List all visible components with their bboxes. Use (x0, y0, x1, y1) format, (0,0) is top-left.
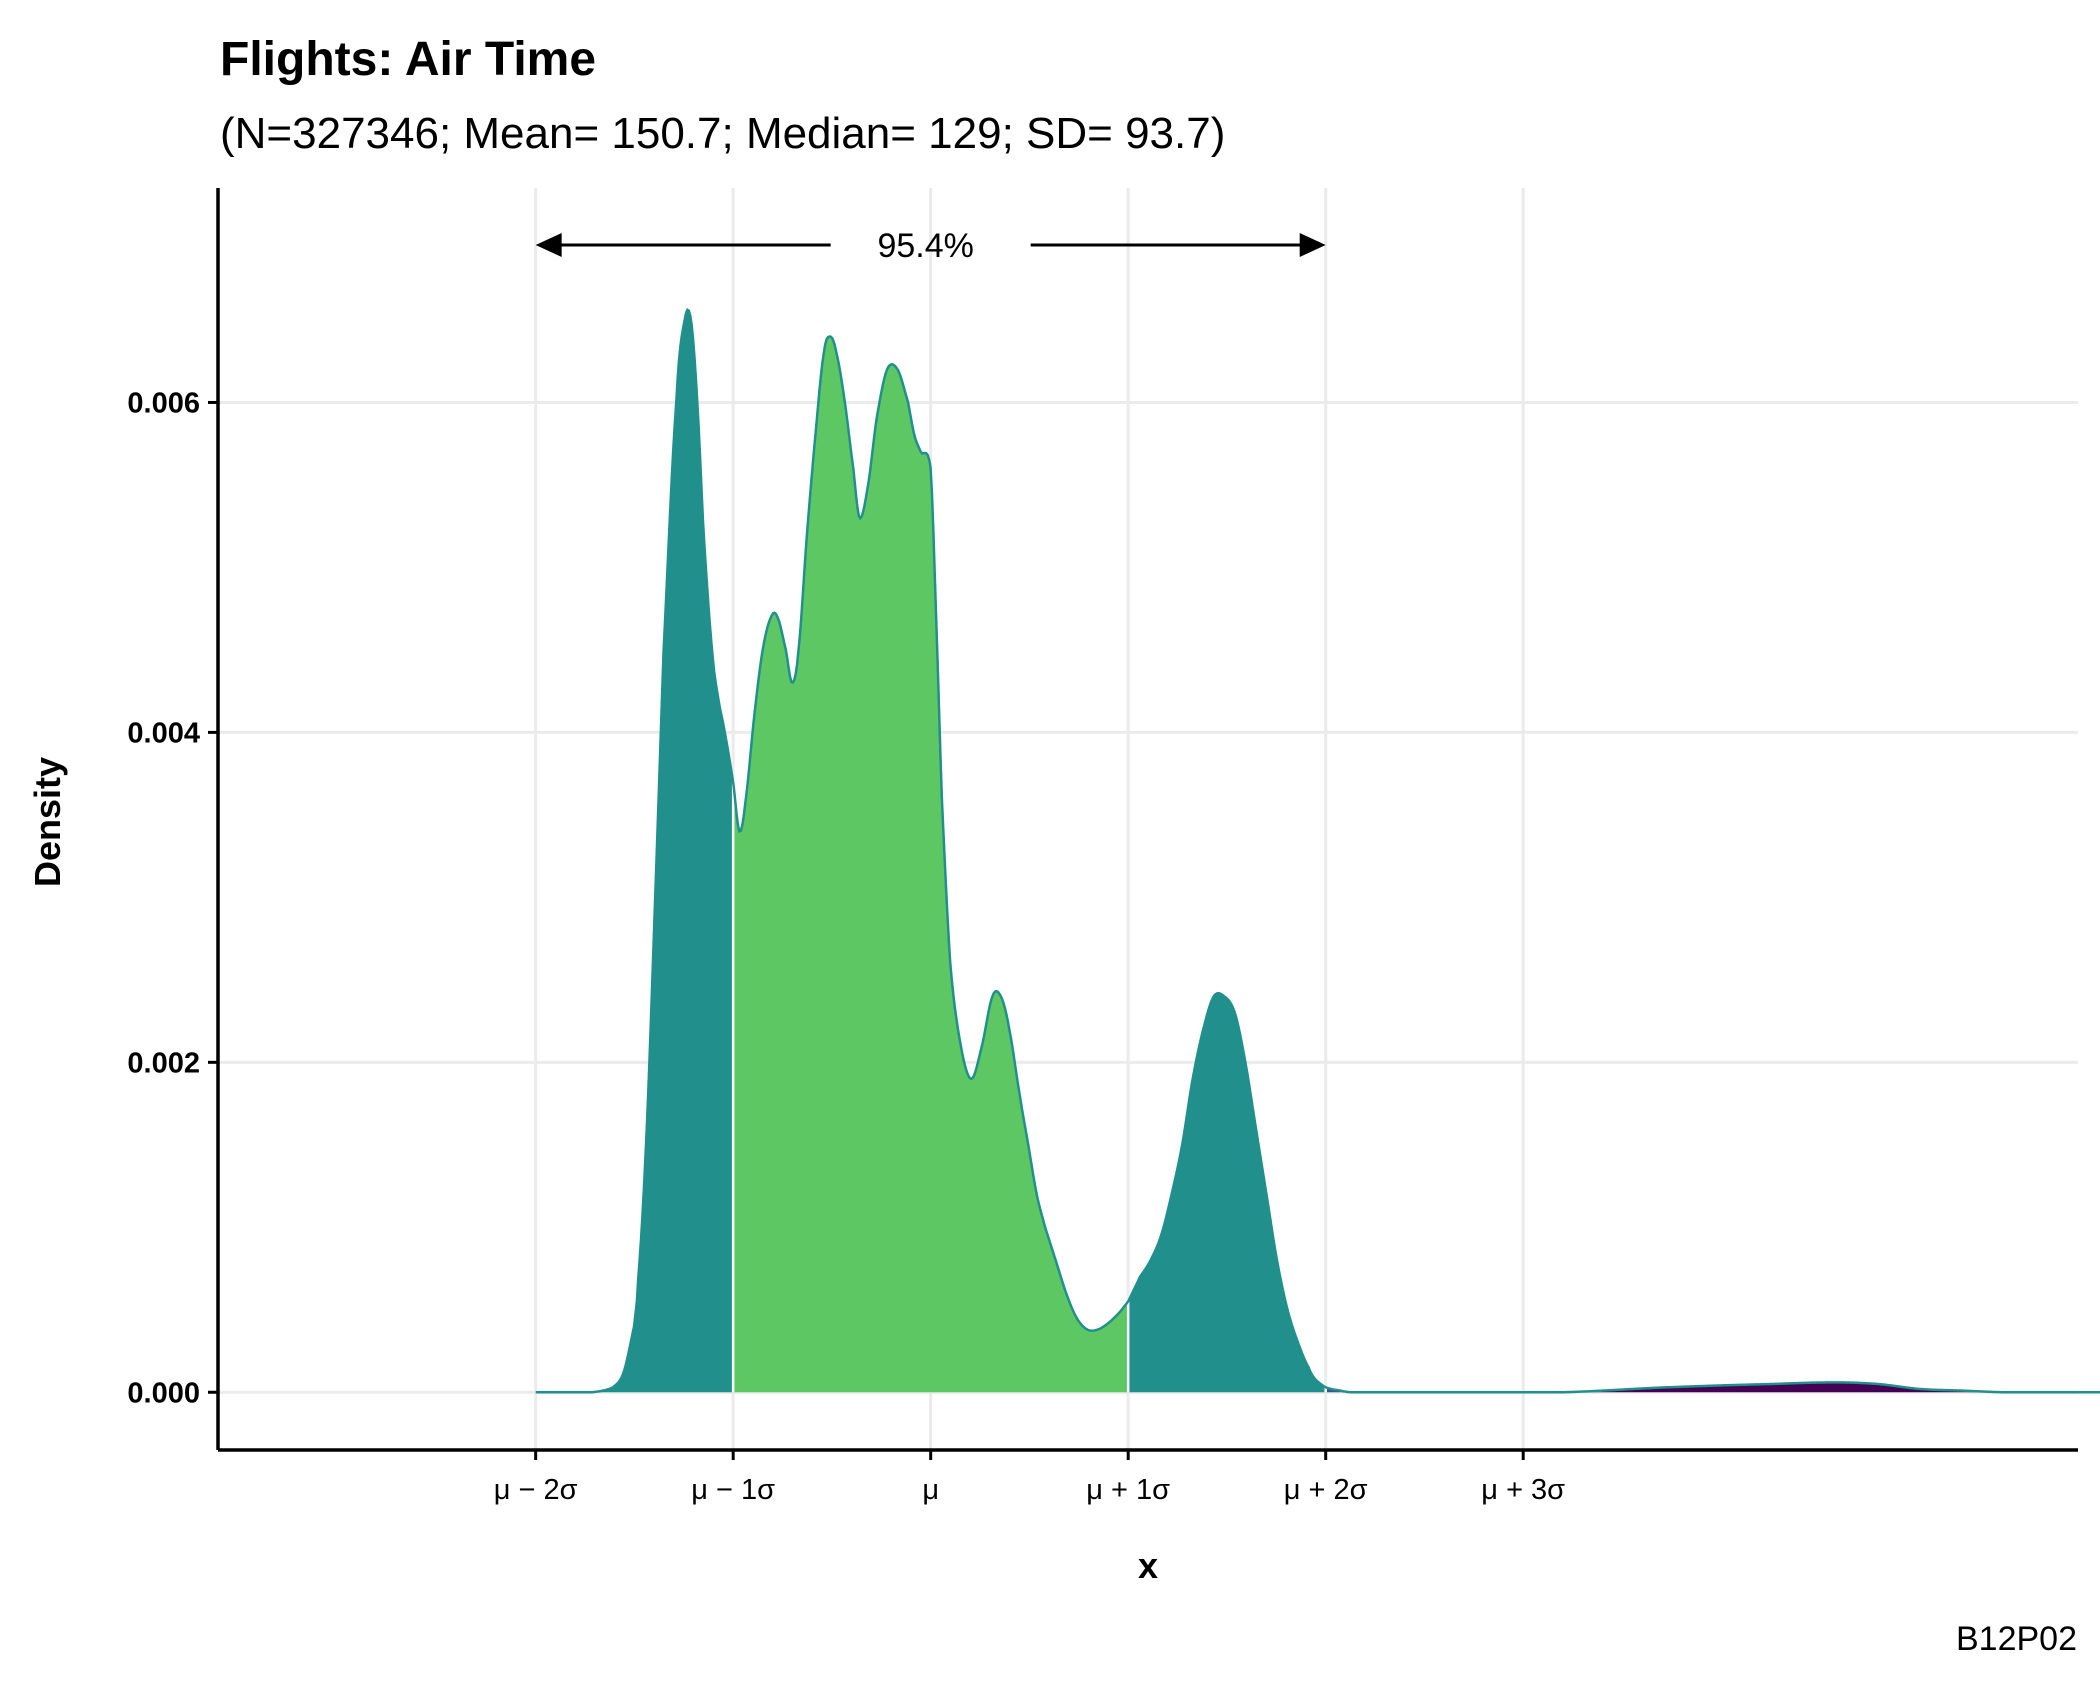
density-area-layer (535, 309, 2100, 1393)
x-tick-label: μ (922, 1474, 939, 1506)
chart-caption: B12P02 (1956, 1620, 2077, 1658)
x-tick-label: μ − 1σ (691, 1474, 775, 1506)
x-tick-label: μ + 1σ (1086, 1474, 1170, 1506)
x-tick-label: μ + 2σ (1284, 1474, 1368, 1506)
density-band-1 (535, 309, 734, 1393)
density-line (535, 308, 2100, 1394)
y-axis-title: Density (27, 757, 68, 887)
range-annotation-label: 95.4% (877, 227, 973, 265)
axes: 0.000 0.002 0.004 0.006 μ − 2σ μ − 1σ μ μ + 1σ μ… (127, 188, 2078, 1506)
range-arrow-left-head (535, 233, 562, 257)
y-tick-label: 0.006 (127, 387, 200, 419)
density-band-2 (733, 336, 1129, 1393)
grid-layer (218, 188, 2078, 1450)
chart-title: Flights: Air Time (220, 33, 596, 86)
chart-subtitle: (N=327346; Mean= 150.7; Median= 129; SD=… (220, 109, 1225, 158)
y-tick-label: 0.000 (127, 1377, 200, 1409)
range-annotation: 95.4% (535, 227, 1326, 265)
y-tick-label: 0.004 (127, 717, 200, 749)
density-band-5 (1523, 1382, 2100, 1393)
density-line-layer (535, 308, 2100, 1394)
y-tick-label: 0.002 (127, 1047, 200, 1079)
range-arrow-right-head (1299, 233, 1326, 257)
x-tick-label: μ + 3σ (1481, 1474, 1565, 1506)
x-tick-label: μ − 2σ (494, 1474, 578, 1506)
density-band-3 (1128, 993, 1326, 1393)
x-axis-title: x (1138, 1545, 1158, 1586)
